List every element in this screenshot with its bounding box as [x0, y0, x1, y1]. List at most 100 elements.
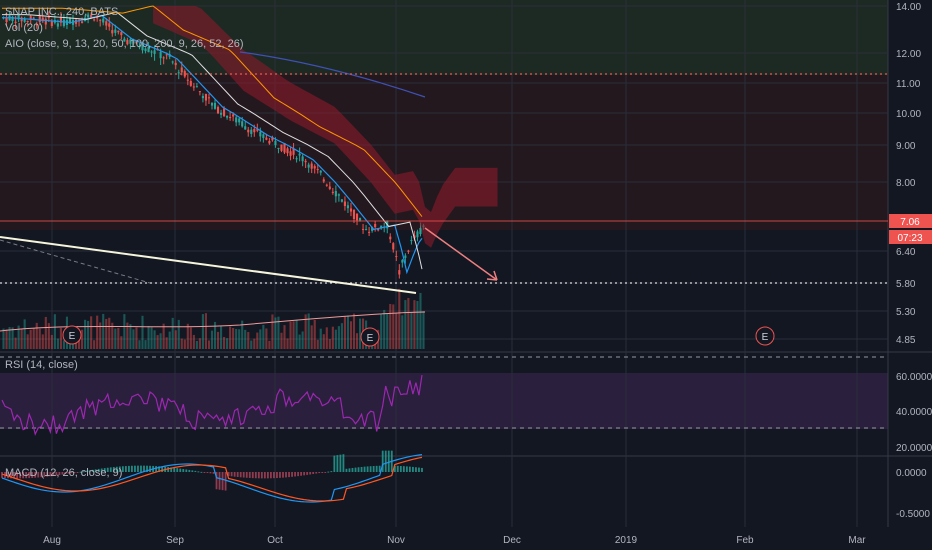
signal-line [1, 456, 423, 502]
candle-body [216, 106, 220, 114]
macd-histogram-bar [412, 466, 414, 472]
rsi-legend[interactable]: RSI (14, close) [5, 359, 78, 371]
volume-bar [413, 300, 416, 349]
volume-bar [84, 319, 87, 349]
macd-histogram-bar [230, 472, 233, 477]
candle-body [346, 205, 350, 209]
volume-bar [301, 331, 304, 349]
volume-bar [398, 288, 401, 349]
candle-body [256, 129, 259, 131]
candle-body [183, 71, 186, 77]
volume-bar [241, 320, 244, 349]
volume-bar [126, 322, 129, 349]
candle-body [14, 21, 17, 23]
macd-histogram-bar [52, 472, 55, 476]
volume-legend[interactable]: Vol (20) [5, 22, 43, 34]
volume-bar [153, 330, 156, 349]
countdown-tag[interactable] [889, 230, 932, 244]
volume-bar [310, 325, 313, 349]
candle-body [331, 191, 334, 193]
volume-bar [14, 337, 17, 349]
candle-body [362, 228, 365, 230]
volume-bar [201, 314, 204, 349]
candle-body [419, 227, 422, 235]
macd-histogram-bar [342, 454, 345, 472]
volume-bar [186, 323, 189, 349]
volume-bar [50, 334, 53, 349]
volume-bar [177, 319, 180, 349]
candle-body [162, 57, 165, 59]
macd-histogram-bar [372, 466, 375, 472]
macd-histogram-bar [200, 471, 203, 473]
volume-bar [81, 329, 84, 349]
candle-body [111, 30, 114, 34]
macd-histogram-bar [381, 450, 384, 472]
macd-histogram-bar [103, 468, 106, 472]
candle-body [26, 21, 29, 23]
volume-bar [292, 321, 295, 349]
volume-bar [280, 332, 283, 349]
macd-histogram-bar [185, 469, 188, 472]
earnings-marker[interactable] [62, 325, 82, 345]
macd-histogram-bar [369, 466, 372, 472]
macd-histogram-bar [251, 472, 254, 479]
macd-histogram-bar [421, 467, 423, 472]
macd-histogram-bar [131, 465, 133, 472]
volume-bar [93, 340, 96, 349]
earnings-marker[interactable] [360, 327, 380, 347]
macd-histogram-bar [73, 472, 76, 473]
last-price-tag[interactable] [889, 214, 932, 228]
macd-histogram-bar [13, 472, 15, 479]
volume-bar [349, 321, 353, 349]
candle-body [325, 184, 328, 186]
volume-bar [319, 328, 322, 349]
macd-pane[interactable] [0, 458, 888, 527]
macd-histogram-bar [312, 472, 315, 475]
volume-bar [298, 334, 301, 349]
macd-histogram-bar [61, 472, 64, 475]
macd-histogram-bar [170, 467, 173, 472]
volume-bar [99, 322, 102, 349]
macd-legend[interactable]: MACD (12, 26, close, 9) [5, 467, 123, 479]
candle-body [410, 240, 413, 242]
aio-legend[interactable]: AIO (close, 9, 13, 20, 50, 100, 200, 9, … [5, 38, 244, 50]
macd-histogram-bar [297, 472, 300, 477]
volume-bar [307, 313, 310, 349]
macd-histogram-bar [22, 472, 25, 479]
macd-histogram-bar [173, 467, 176, 472]
volume-bar [407, 298, 410, 349]
volume-bar [29, 329, 32, 349]
candle-body [304, 160, 307, 163]
volume-bar [111, 322, 114, 349]
trendline[interactable] [0, 236, 417, 294]
macd-histogram-bar [40, 472, 43, 478]
macd-histogram-bar [375, 465, 378, 472]
macd-histogram-bar [16, 472, 19, 479]
macd-histogram-bar [167, 467, 170, 472]
macd-histogram-bar [245, 472, 248, 478]
candle-body [177, 72, 180, 74]
volume-bar [108, 317, 111, 349]
volume-bar [96, 315, 99, 349]
macd-histogram-bar [276, 472, 278, 479]
volume-bar [5, 329, 8, 349]
earnings-marker[interactable] [755, 326, 775, 346]
volume-bar [171, 317, 174, 349]
volume-bar [250, 340, 253, 349]
volume-bar [210, 330, 214, 349]
volume-bar [235, 328, 238, 349]
ma-slow-line [2, 5, 423, 217]
candle-body [138, 46, 141, 48]
macd-histogram-bar [300, 472, 303, 476]
projection-arrow[interactable] [424, 227, 498, 281]
volume-bar [141, 315, 144, 349]
candle-body [201, 96, 204, 99]
volume-bar [346, 315, 350, 349]
volume-bar [162, 323, 165, 349]
symbol-legend[interactable]: SNAP INC., 240, BATS [5, 6, 119, 18]
macd-histogram-bar [182, 469, 185, 472]
macd-histogram-bar [49, 472, 52, 477]
macd-histogram-bar [55, 472, 58, 476]
macd-histogram-bar [408, 466, 411, 472]
